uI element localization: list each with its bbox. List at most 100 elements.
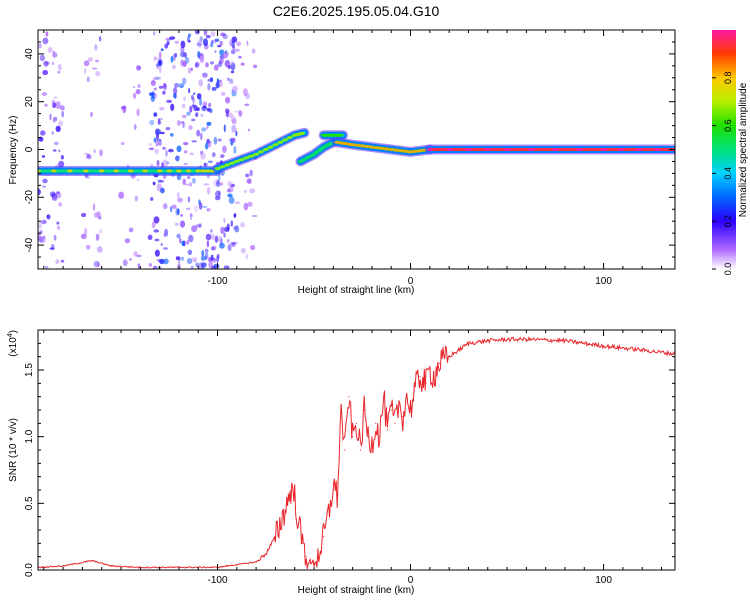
noise-speck [223, 124, 226, 133]
noise-speck [207, 83, 211, 91]
noise-speck [153, 57, 160, 60]
noise-speck [52, 117, 56, 123]
ridge-blob [504, 147, 511, 152]
noise-speck [245, 93, 250, 100]
snr-point [413, 389, 415, 391]
noise-speck [193, 92, 196, 95]
noise-speck [174, 82, 180, 88]
noise-speck [49, 113, 52, 121]
noise-speck [164, 43, 169, 49]
noise-speck [46, 215, 49, 218]
noise-speck [55, 125, 61, 132]
noise-speck [210, 229, 213, 233]
snr-point [91, 560, 93, 562]
noise-speck [203, 162, 206, 167]
noise-speck [231, 124, 237, 133]
snr-point [367, 436, 369, 438]
noise-speck [166, 99, 173, 103]
noise-speck [56, 221, 60, 225]
noise-speck [163, 233, 167, 237]
snr-x-axis-label: Height of straight line (km) [298, 585, 415, 596]
ridge-blob [368, 145, 375, 149]
noise-speck [160, 48, 164, 51]
noise-speck [124, 238, 131, 244]
noise-speck [153, 229, 160, 233]
ridge-blob [417, 149, 424, 153]
ridge-blob [195, 169, 202, 173]
noise-speck [219, 242, 225, 249]
noise-speck [95, 59, 99, 63]
noise-speck [42, 185, 47, 188]
noise-speck [154, 249, 160, 257]
snr-point [359, 449, 361, 451]
colorbar-label: Normalized spectral amplitude [738, 82, 749, 217]
noise-speck [183, 162, 188, 165]
noise-speck [170, 55, 174, 63]
noise-speck [200, 262, 207, 268]
noise-speck [134, 195, 138, 202]
ridge-blob [267, 145, 274, 149]
background-noise [38, 30, 258, 269]
noise-speck [133, 124, 137, 130]
noise-speck [213, 179, 219, 187]
noise-speck [206, 121, 212, 126]
noise-speck [225, 50, 228, 54]
noise-speck [216, 179, 220, 184]
noise-speck [202, 101, 208, 107]
noise-speck [85, 155, 91, 159]
noise-speck [174, 222, 179, 226]
noise-speck [214, 38, 220, 42]
noise-speck [51, 131, 54, 135]
noise-speck [157, 118, 161, 125]
ridge-blob [393, 148, 400, 152]
noise-speck [186, 258, 193, 264]
noise-speck [199, 55, 205, 64]
noise-speck [159, 106, 165, 111]
x-tick-label: 100 [595, 575, 612, 586]
noise-speck [150, 197, 154, 201]
noise-speck [231, 118, 237, 125]
noise-speck [212, 152, 216, 158]
noise-speck [187, 40, 191, 43]
noise-speck [200, 152, 206, 160]
noise-speck [86, 76, 90, 83]
noise-speck [215, 81, 221, 89]
spectral-ridge [332, 137, 435, 157]
noise-speck [215, 190, 221, 198]
noise-speck [120, 106, 127, 110]
ridge-blob [282, 138, 289, 142]
noise-speck [162, 147, 167, 150]
noise-speck [156, 266, 162, 269]
snr-point [386, 429, 388, 431]
spectral-ridge [38, 166, 223, 176]
noise-speck [40, 130, 46, 136]
noise-speck [172, 93, 177, 99]
noise-speck [156, 159, 160, 167]
noise-speck [211, 265, 217, 269]
ridge-blob [243, 156, 250, 160]
snr-point [298, 522, 300, 524]
noise-speck [179, 237, 182, 244]
noise-speck [211, 233, 215, 241]
noise-speck [206, 107, 211, 112]
noise-speck [179, 121, 185, 124]
ridge-blob [359, 144, 366, 148]
noise-speck [86, 154, 93, 160]
noise-speck [191, 118, 196, 122]
noise-speck [219, 182, 224, 186]
noise-speck [244, 103, 250, 107]
noise-speck [219, 58, 224, 64]
noise-speck [179, 83, 185, 88]
noise-speck [191, 257, 198, 261]
noise-speck [165, 127, 171, 131]
noise-speck [170, 103, 175, 112]
noise-speck [200, 255, 206, 261]
snr-point [458, 349, 460, 351]
colorbar: 0.0 0.2 0.4 0.6 0.8 Normalized spectral ampl… [712, 30, 749, 275]
noise-speck [162, 159, 168, 167]
snr-point [309, 562, 311, 564]
x-tick-label: 0 [408, 276, 414, 287]
noise-speck [190, 217, 192, 220]
snr-point [348, 396, 350, 398]
noise-speck [148, 263, 152, 267]
